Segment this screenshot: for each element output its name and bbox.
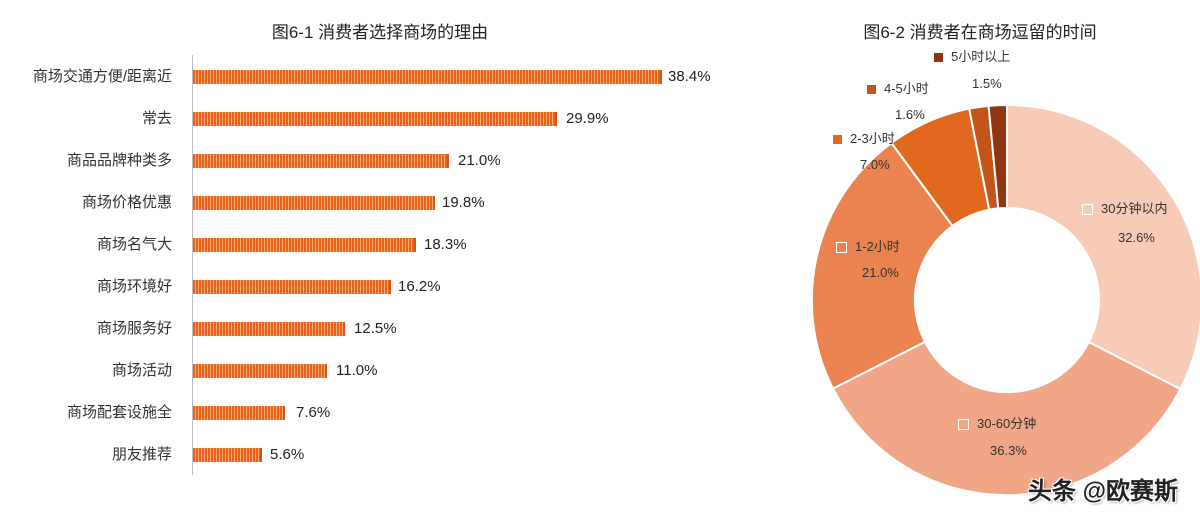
- bar-row: 商场服务好 12.5%: [0, 319, 780, 339]
- legend-swatch-icon: [833, 135, 842, 145]
- bar-row: 商场环境好 16.2%: [0, 277, 780, 297]
- value-label: 12.5%: [354, 320, 397, 337]
- category-label: 常去: [141, 110, 172, 127]
- slice-value-30min: 32.6%: [1118, 230, 1155, 245]
- donut-chart-title: 图6-2 消费者在商场逗留的时间: [863, 23, 1097, 42]
- bar-row: 朋友推荐 5.6%: [0, 445, 780, 465]
- slice-value-1-2h: 21.0%: [862, 265, 899, 280]
- donut-slice-30min: [1006, 103, 1200, 391]
- bar-row: 商场名气大 18.3%: [0, 235, 780, 255]
- category-label: 商场交通方便/距离近: [32, 68, 172, 85]
- category-label: 商品品牌种类多: [66, 152, 172, 169]
- slice-value-30-60min: 36.3%: [990, 443, 1027, 458]
- slice-value-2-3h: 7.0%: [860, 157, 890, 172]
- value-label: 38.4%: [668, 68, 711, 85]
- category-label: 商场环境好: [96, 278, 172, 295]
- slice-value-5h-plus: 1.5%: [972, 76, 1002, 91]
- bar-row: 商场价格优惠 19.8%: [0, 193, 780, 213]
- slice-label-1-2h: 1-2小时: [836, 236, 900, 255]
- slice-category: 4-5小时: [884, 81, 929, 96]
- bar-chart-title: 图6-1 消费者选择商场的理由: [271, 23, 489, 42]
- bar: [193, 154, 449, 168]
- bar: [193, 112, 557, 126]
- value-label: 21.0%: [458, 152, 501, 169]
- donut-slice-1-2h: [810, 141, 954, 390]
- value-label: 11.0%: [336, 362, 378, 379]
- donut-slice-5h-plus: [987, 103, 1008, 210]
- legend-swatch-icon: [836, 242, 847, 254]
- category-label: 朋友推荐: [111, 446, 172, 463]
- slice-value-4-5h: 1.6%: [895, 107, 925, 122]
- bar: [193, 364, 327, 378]
- bar: [193, 322, 345, 336]
- legend-swatch-icon: [867, 85, 876, 95]
- category-label: 商场名气大: [96, 236, 172, 253]
- slice-category: 2-3小时: [850, 131, 895, 146]
- legend-swatch-icon: [958, 419, 969, 431]
- slice-label-5h-plus: 5小时以上: [934, 46, 1010, 65]
- category-label: 商场服务好: [96, 320, 172, 337]
- value-label: 19.8%: [442, 194, 485, 211]
- bar: [193, 70, 662, 84]
- category-label: 商场价格优惠: [81, 194, 172, 211]
- category-label: 商场配套设施全: [66, 404, 172, 421]
- slice-label-2-3h: 2-3小时: [833, 128, 895, 147]
- value-label: 7.6%: [296, 404, 331, 421]
- legend-swatch-icon: [934, 53, 943, 63]
- donut-slice-30-60min: [831, 340, 1182, 497]
- bar: [193, 196, 435, 210]
- value-label: 16.2%: [398, 278, 441, 295]
- slice-label-30-60min: 30-60分钟: [958, 413, 1036, 432]
- bar: [193, 406, 285, 420]
- slice-category: 30分钟以内: [1101, 201, 1168, 216]
- bar-row: 商品品牌种类多 21.0%: [0, 151, 780, 171]
- bar-row: 商场交通方便/距离近 38.4%: [0, 67, 780, 87]
- bar: [193, 280, 391, 294]
- slice-label-4-5h: 4-5小时: [867, 78, 929, 97]
- slice-category: 5小时以上: [951, 49, 1011, 64]
- slice-category: 30-60分钟: [977, 416, 1037, 431]
- slice-category: 1-2小时: [855, 239, 900, 254]
- bar-row: 常去 29.9%: [0, 109, 780, 129]
- legend-swatch-icon: [1082, 204, 1093, 216]
- bar-row: 商场活动 11.0%: [0, 361, 780, 381]
- value-label: 29.9%: [566, 110, 609, 127]
- slice-label-30min: 30分钟以内: [1082, 198, 1167, 217]
- value-label: 18.3%: [424, 236, 467, 253]
- watermark: 头条 @欧赛斯: [1027, 478, 1178, 505]
- bar-chart: 商场交通方便/距离近 38.4% 常去 29.9% 商品品牌种类多 21.0% …: [0, 55, 780, 485]
- category-label: 商场活动: [111, 362, 172, 379]
- bar: [193, 448, 262, 462]
- bar: [193, 238, 416, 252]
- bar-row: 商场配套设施全 7.6%: [0, 403, 780, 423]
- y-axis-line: [192, 55, 193, 475]
- value-label: 5.6%: [270, 446, 305, 463]
